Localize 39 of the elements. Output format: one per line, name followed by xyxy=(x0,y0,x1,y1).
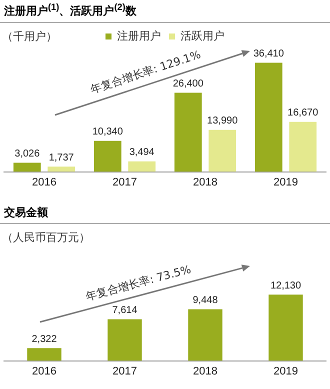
bar xyxy=(27,348,62,360)
data-label: 26,400 xyxy=(172,78,204,90)
x-tick-label: 2016 xyxy=(32,365,56,378)
bar xyxy=(268,294,303,360)
chart-title: 注册用户$^{(1)}$、活跃用户$^{(2)}$数 xyxy=(0,0,330,23)
data-label: 1,737 xyxy=(48,152,74,164)
bar xyxy=(254,62,282,172)
bar xyxy=(188,308,222,360)
data-label: 7,614 xyxy=(112,304,138,316)
data-label: 12,130 xyxy=(270,280,302,292)
legend-label: 活跃用户 xyxy=(180,29,224,42)
chart-title: 交易金额 xyxy=(0,202,330,224)
annotation: 年复合增长率: 73.5% xyxy=(84,262,192,303)
bar xyxy=(48,166,76,172)
bar xyxy=(13,162,41,172)
data-label: 10,340 xyxy=(92,126,124,138)
data-label: 3,494 xyxy=(129,146,155,158)
legend-label: 注册用户 xyxy=(117,29,161,42)
x-tick-label: 2017 xyxy=(112,365,137,378)
bar xyxy=(208,130,236,172)
x-tick-label: 2018 xyxy=(193,365,218,378)
x-tick-label: 2019 xyxy=(274,365,298,378)
bar xyxy=(108,318,142,360)
x-tick-label: 2018 xyxy=(193,176,218,188)
x-tick-label: 2017 xyxy=(112,176,137,188)
data-label: 13,990 xyxy=(207,115,238,126)
data-label: 36,410 xyxy=(253,48,284,60)
data-label: 2,322 xyxy=(32,334,58,345)
bar xyxy=(289,122,317,172)
data-label: 16,670 xyxy=(288,107,319,118)
bar xyxy=(128,160,156,172)
bar xyxy=(94,140,122,172)
bar xyxy=(174,92,202,172)
x-tick-label: 2016 xyxy=(32,176,56,188)
x-tick-label: 2019 xyxy=(274,176,298,188)
data-label: 3,026 xyxy=(14,148,40,160)
chart-subtitle: （人民币百万元） xyxy=(2,230,90,245)
chart-subtitle: （千用户） xyxy=(2,30,57,44)
data-label: 9,448 xyxy=(192,294,218,306)
